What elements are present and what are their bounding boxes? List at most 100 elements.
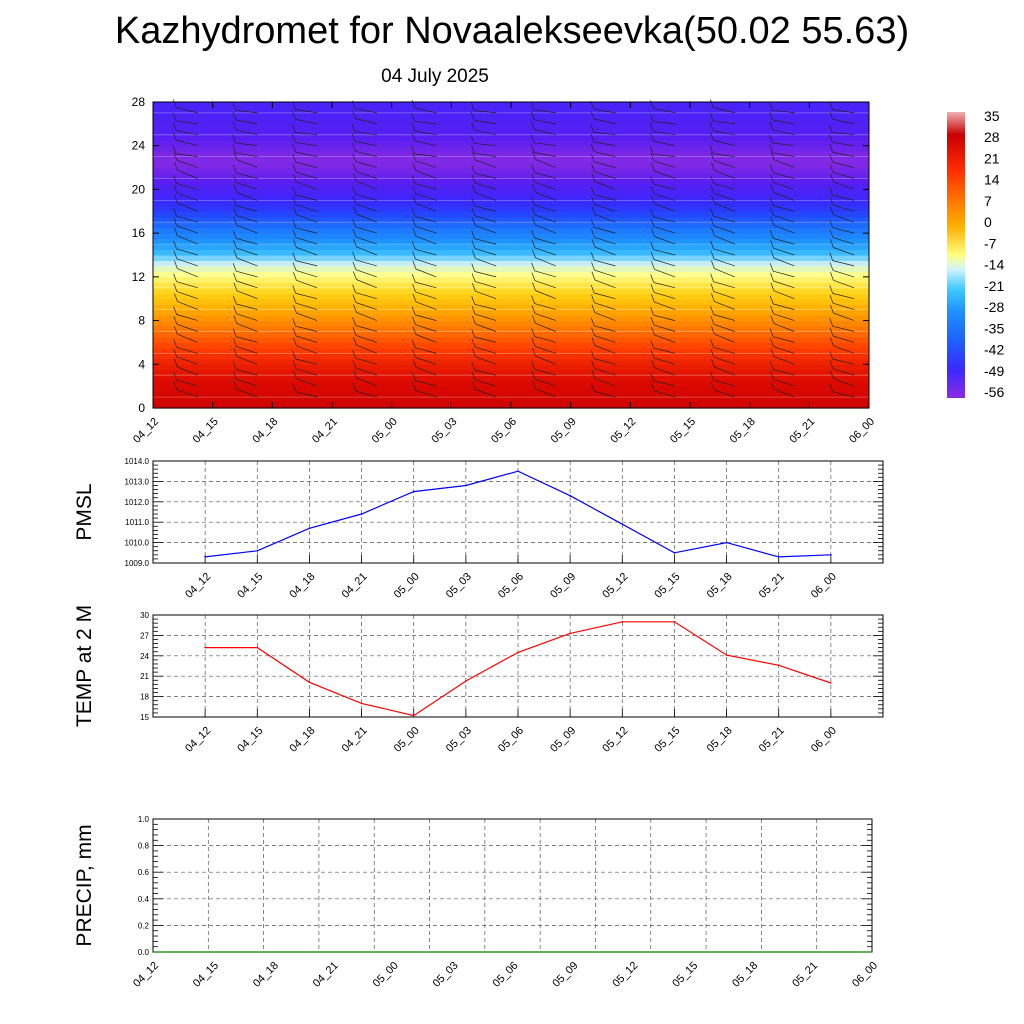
wind-barb-shaft (355, 170, 377, 179)
wind-barb (412, 218, 437, 234)
panel-background (153, 819, 872, 952)
y-tick-label: 1014.0 (125, 457, 150, 466)
wind-barb-flag (532, 282, 536, 291)
wind-barb (174, 293, 198, 310)
y-tick-label: 28 (132, 95, 146, 109)
wind-barb-shaft (594, 181, 616, 190)
heatmap-band (153, 118, 869, 125)
wind-barb-shaft (773, 257, 795, 267)
wind-barb (292, 252, 318, 267)
wind-barb (352, 261, 377, 278)
wind-barb (412, 162, 437, 179)
data-point (360, 702, 363, 705)
wind-barb-shaft (295, 260, 318, 267)
wind-barb-flag (650, 382, 655, 391)
wind-barb-flag (292, 229, 297, 238)
wind-barb-shaft (475, 290, 497, 300)
wind-barb (412, 349, 437, 365)
data-point (465, 484, 467, 487)
wind-barb-shaft (415, 380, 437, 387)
wind-barb-flag (591, 163, 595, 172)
wind-barb-flag (353, 336, 357, 346)
wind-barb-shaft (535, 191, 556, 201)
wind-barb-shaft (654, 367, 676, 376)
wind-barb-flag (711, 227, 715, 236)
wind-barb-flag (472, 381, 476, 390)
wind-barb (829, 163, 855, 179)
wind-barb-shaft (474, 129, 497, 136)
wind-barb-flag (412, 349, 416, 358)
wind-barb (411, 122, 437, 136)
wind-barb-shaft (594, 345, 616, 354)
wind-barb (353, 336, 377, 354)
wind-barb-shaft (594, 171, 616, 179)
wind-barb-shaft (415, 314, 437, 321)
wind-barb-shaft (832, 391, 855, 398)
wind-barb-flag (591, 261, 595, 271)
wind-barb-shaft (236, 224, 258, 234)
wind-barb (352, 294, 377, 310)
wind-barb-shaft (833, 345, 855, 354)
wind-barb (532, 249, 556, 267)
wind-barb-shaft (534, 204, 556, 212)
heatmap-band (153, 244, 869, 251)
heatmap-band (153, 156, 869, 163)
wind-barb (710, 185, 735, 201)
wind-barb-flag (651, 359, 655, 368)
wind-barb (471, 165, 497, 179)
wind-barb-shaft (355, 334, 377, 343)
wind-barb (769, 295, 795, 310)
wind-barb-shaft (296, 181, 318, 190)
wind-barb (173, 283, 198, 300)
wind-barb (829, 350, 855, 365)
wind-barb-shaft (474, 369, 497, 376)
wind-barb (531, 305, 556, 321)
wind-barb (412, 250, 437, 267)
wind-barb-shaft (295, 109, 318, 114)
x-tick-label: 05_18 (728, 416, 758, 446)
wind-barb-flag (173, 175, 177, 184)
wind-barb-flag (710, 306, 714, 315)
wind-barb-shaft (177, 366, 198, 376)
wind-barb-shaft (713, 291, 735, 300)
wind-barb-shaft (534, 129, 556, 136)
wind-barb-shaft (713, 346, 735, 354)
wind-barb-flag (710, 250, 715, 259)
wind-barb-shaft (415, 334, 437, 343)
wind-barb (829, 101, 855, 114)
wind-barb-shaft (236, 270, 258, 278)
wind-barb (233, 371, 258, 387)
wind-barb-flag (769, 102, 773, 111)
heatmap-band (153, 249, 869, 256)
y-tick-label: 0.4 (138, 895, 150, 904)
wind-barb (530, 111, 556, 125)
y-tick-label: 1.0 (138, 815, 150, 824)
wind-barb-shaft (235, 119, 258, 125)
wind-barb-shaft (653, 324, 676, 332)
wind-barb-shaft (176, 281, 198, 289)
wind-barb-shaft (356, 246, 377, 256)
wind-barb-shaft (772, 142, 795, 147)
x-tick-label: 05_15 (668, 416, 698, 446)
y-axis-label: PMSL (73, 483, 96, 540)
wind-barb (292, 295, 318, 310)
wind-barb-shaft (355, 150, 377, 157)
wind-barb (292, 134, 318, 147)
x-tick-label: 05_09 (550, 960, 580, 990)
wind-barb (173, 371, 198, 387)
wind-barb (353, 369, 377, 387)
wind-barb (770, 371, 795, 387)
wind-barb-shaft (415, 203, 437, 212)
wind-barb-flag (352, 284, 356, 293)
wind-barb-flag (471, 361, 476, 371)
wind-barb-flag (351, 123, 356, 132)
wind-barb-shaft (176, 183, 198, 190)
wind-barb-shaft (535, 158, 556, 168)
x-tick-label: 05_21 (757, 725, 787, 755)
wind-barb (471, 122, 497, 136)
wind-barb-flag (352, 350, 356, 359)
wind-barb-flag (591, 238, 596, 248)
x-tick-label: 06_00 (809, 725, 839, 755)
wind-barb-flag (293, 272, 297, 281)
wind-barb (590, 219, 616, 234)
